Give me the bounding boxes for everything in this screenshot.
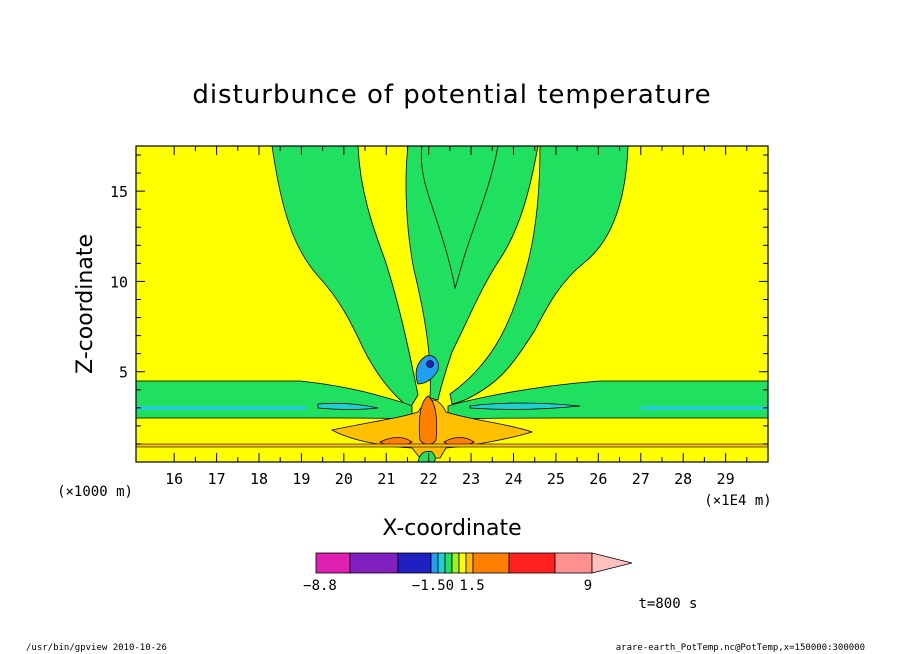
- colorbar-segment: [458, 552, 467, 574]
- x-tick-label: 22: [420, 470, 438, 488]
- contour-cyan-right: [640, 406, 768, 410]
- x-tick-label: 23: [462, 470, 480, 488]
- x-tick-label: 26: [589, 470, 607, 488]
- x-tick-label: 29: [717, 470, 735, 488]
- colorbar-segment: [397, 552, 432, 574]
- y-axis-label: Z-coordinate: [73, 234, 98, 374]
- colorbar-label: −8.8: [303, 578, 337, 594]
- colorbar-segment: [451, 552, 460, 574]
- plot-frame: [135, 145, 769, 463]
- colorbar-label: 9: [584, 578, 592, 594]
- x-tick-label: 17: [208, 470, 226, 488]
- x-tick-label: 16: [165, 470, 183, 488]
- colorbar: [315, 552, 633, 574]
- y-axis: 5 10 15: [110, 154, 768, 445]
- colorbar-segment: [444, 552, 453, 574]
- time-label: t=800 s: [638, 596, 697, 612]
- colorbar-segment: [315, 552, 351, 574]
- contour-cyan-mid-right: [469, 402, 581, 410]
- x-tick-label: 28: [674, 470, 692, 488]
- colorbar-segment: [349, 552, 399, 574]
- contour-right-plume: [449, 146, 629, 405]
- colorbar-segment: [437, 552, 446, 574]
- y-scale-note: (×1000 m): [57, 484, 133, 500]
- y-tick-label: 10: [110, 273, 128, 291]
- colorbar-arrow: [591, 552, 633, 574]
- colorbar-segment: [430, 552, 439, 574]
- colorbar-label: 1.5: [459, 578, 484, 594]
- x-axis-label: X-coordinate: [382, 516, 521, 541]
- colorbar-segment: [472, 552, 510, 574]
- colorbar-segment: [508, 552, 556, 574]
- contour-left-band: [136, 380, 413, 421]
- contour-surface-band: [136, 443, 768, 448]
- contour-right-band: [447, 380, 768, 421]
- y-tick-label: 5: [119, 364, 128, 382]
- x-tick-label: 24: [504, 470, 522, 488]
- x-tick-label: 27: [632, 470, 650, 488]
- x-tick-label: 25: [547, 470, 565, 488]
- contour-fields: [136, 146, 768, 462]
- y-tick-label: 15: [110, 183, 128, 201]
- footer-right: arare-earth_PotTemp.nc@PotTemp,x=150000:…: [616, 643, 865, 653]
- colorbar-segment: [465, 552, 474, 574]
- contour-cyan-mid-left: [317, 402, 379, 410]
- x-scale-note: (×1E4 m): [704, 493, 771, 509]
- colorbar-segment: [554, 552, 593, 574]
- x-axis: 16 17 18 19 20 21 22 23 24 25 26 27 28 29: [165, 146, 748, 488]
- x-tick-label: 21: [377, 470, 395, 488]
- contour-cyan-left: [136, 406, 306, 410]
- x-tick-label: 19: [292, 470, 310, 488]
- chart-title: disturbunce of potential temperature: [192, 80, 711, 110]
- contour-center-v: [405, 146, 539, 401]
- contour-left-plume: [271, 146, 419, 409]
- x-tick-label: 20: [335, 470, 353, 488]
- colorbar-label: −1.50: [412, 578, 454, 594]
- colorbar-labels: −8.8 −1.50 1.5 9: [303, 578, 592, 594]
- contour-green-bottom: [417, 450, 436, 462]
- x-tick-label: 18: [250, 470, 268, 488]
- footer-left: /usr/bin/gpview 2010-10-26: [26, 643, 167, 653]
- contour-blue-core: [426, 360, 434, 368]
